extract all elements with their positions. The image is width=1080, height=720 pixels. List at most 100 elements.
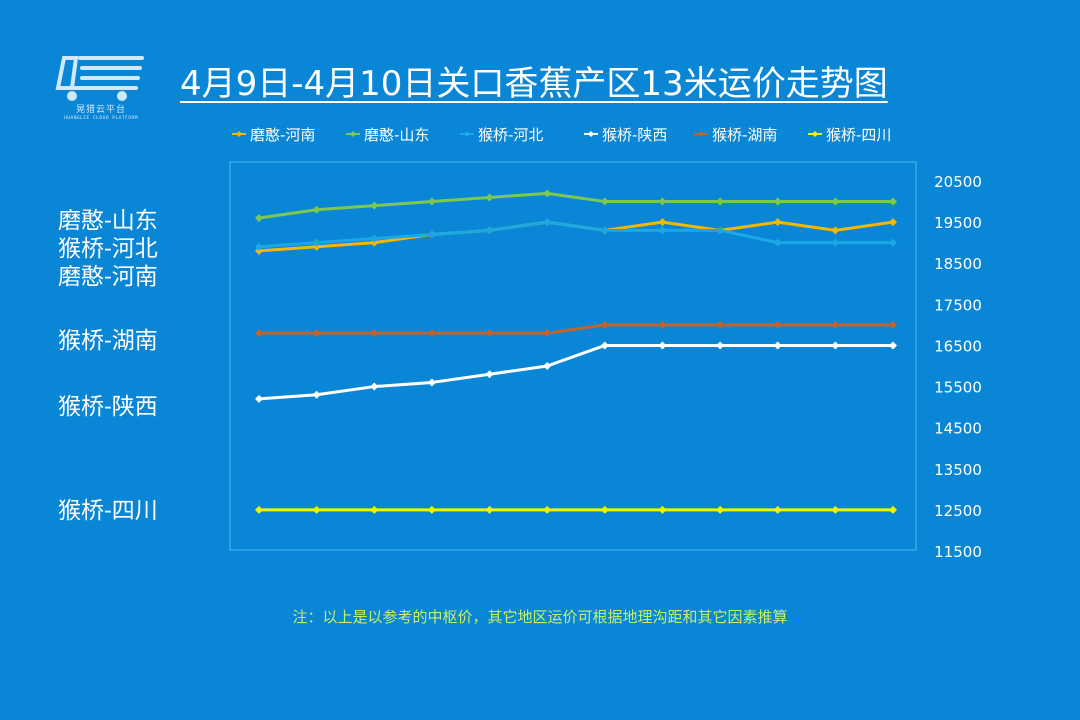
data-point: [831, 505, 840, 514]
data-point: [312, 505, 321, 514]
y-tick-label: 19500: [934, 214, 982, 232]
data-point: [600, 226, 609, 235]
plot-area: [229, 161, 917, 551]
data-point: [485, 329, 494, 338]
chart-legend: 磨憨-河南 磨憨-山东 猴桥-河北 猴桥-陕西 猴桥-湖南 猴桥-四川: [232, 126, 891, 144]
data-point: [600, 320, 609, 329]
data-point: [600, 197, 609, 206]
data-point: [370, 201, 379, 210]
y-tick-label: 11500: [934, 543, 982, 561]
data-point: [889, 218, 897, 227]
data-point: [716, 505, 725, 514]
legend-marker: [588, 131, 594, 137]
y-tick-label: 16500: [934, 337, 982, 355]
legend-label: 磨憨-山东: [364, 126, 429, 144]
data-point: [370, 238, 379, 247]
legend-marker: [464, 131, 470, 137]
series-line-3: [258, 220, 893, 249]
footnote: 注：以上是以参考的中枢价，其它地区运价可根据地理沟距和其它因素推算: [292, 608, 788, 626]
y-tick-label: 13500: [934, 461, 982, 479]
legend-marker: [698, 131, 704, 137]
data-point: [312, 390, 321, 399]
legend-label: 猴桥-河北: [478, 126, 543, 144]
legend-marker: [236, 131, 242, 137]
data-point: [831, 238, 840, 247]
data-point: [831, 226, 840, 235]
data-point: [889, 238, 897, 247]
logo-text: 晃猎云平台: [75, 105, 126, 115]
data-point: [543, 218, 552, 227]
data-point: [773, 218, 782, 227]
data-point: [485, 370, 494, 379]
data-point: [773, 320, 782, 329]
data-point: [485, 505, 494, 514]
data-point: [255, 329, 263, 338]
y-tick-label: 14500: [934, 420, 982, 438]
data-point: [658, 226, 667, 235]
data-point: [889, 341, 897, 350]
data-point: [889, 505, 897, 514]
y-tick-label: 18500: [934, 255, 982, 273]
legend-label: 猴桥-四川: [826, 126, 891, 144]
y-tick-label: 20500: [934, 173, 982, 191]
data-point: [543, 329, 552, 338]
data-point: [773, 341, 782, 350]
data-point: [370, 234, 379, 243]
data-point: [831, 197, 840, 206]
legend-label: 猴桥-陕西: [602, 126, 667, 144]
data-point: [716, 341, 725, 350]
data-point: [658, 218, 667, 227]
data-point: [658, 341, 667, 350]
side-label: 猴桥-四川: [58, 498, 158, 524]
data-point: [600, 505, 609, 514]
data-point: [312, 329, 321, 338]
side-label: 磨憨-河南: [58, 264, 158, 290]
data-point: [543, 362, 552, 370]
side-label: 磨憨-山东: [58, 208, 158, 234]
data-point: [255, 214, 263, 222]
data-point: [716, 197, 725, 206]
side-label: 猴桥-河北: [58, 236, 158, 262]
data-point: [370, 505, 379, 514]
data-point: [312, 205, 321, 214]
series-group: [255, 189, 897, 514]
legend-marker: [350, 131, 356, 137]
side-label: 猴桥-陕西: [58, 394, 158, 420]
data-point: [255, 505, 263, 514]
data-point: [255, 394, 263, 403]
logo-subtext: HUANGLIE CLOUD PLATFORM: [64, 116, 138, 121]
data-point: [370, 382, 379, 391]
y-axis: 20500 19500 18500 17500 16500 15500 14500 13500…: [934, 173, 982, 561]
data-point: [370, 329, 379, 338]
data-point: [427, 329, 436, 338]
data-point: [485, 193, 494, 202]
data-point: [427, 378, 436, 387]
side-label: 猴桥-湖南: [58, 328, 158, 354]
data-point: [773, 238, 782, 247]
data-point: [831, 341, 840, 350]
data-point: [312, 242, 321, 251]
data-point: [889, 197, 897, 206]
data-point: [716, 320, 725, 329]
legend-label: 磨憨-河南: [250, 126, 315, 144]
y-tick-label: 12500: [934, 502, 982, 520]
legend-marker: [812, 131, 818, 137]
data-point: [831, 320, 840, 329]
data-point: [255, 246, 263, 255]
series-line-4: [258, 343, 893, 401]
data-point: [427, 505, 436, 514]
data-point: [427, 230, 436, 239]
chart-title: 4月9日-4月10日关口香蕉产区13米运价走势图: [180, 64, 888, 104]
data-point: [658, 197, 667, 206]
data-point: [485, 226, 494, 235]
data-point: [716, 226, 725, 235]
data-point: [658, 505, 667, 514]
y-tick-label: 17500: [934, 296, 982, 314]
truck-logo-icon: [55, 56, 144, 101]
data-point: [773, 197, 782, 206]
legend-label: 猴桥-湖南: [712, 126, 777, 144]
data-point: [255, 242, 263, 251]
data-point: [312, 238, 321, 247]
